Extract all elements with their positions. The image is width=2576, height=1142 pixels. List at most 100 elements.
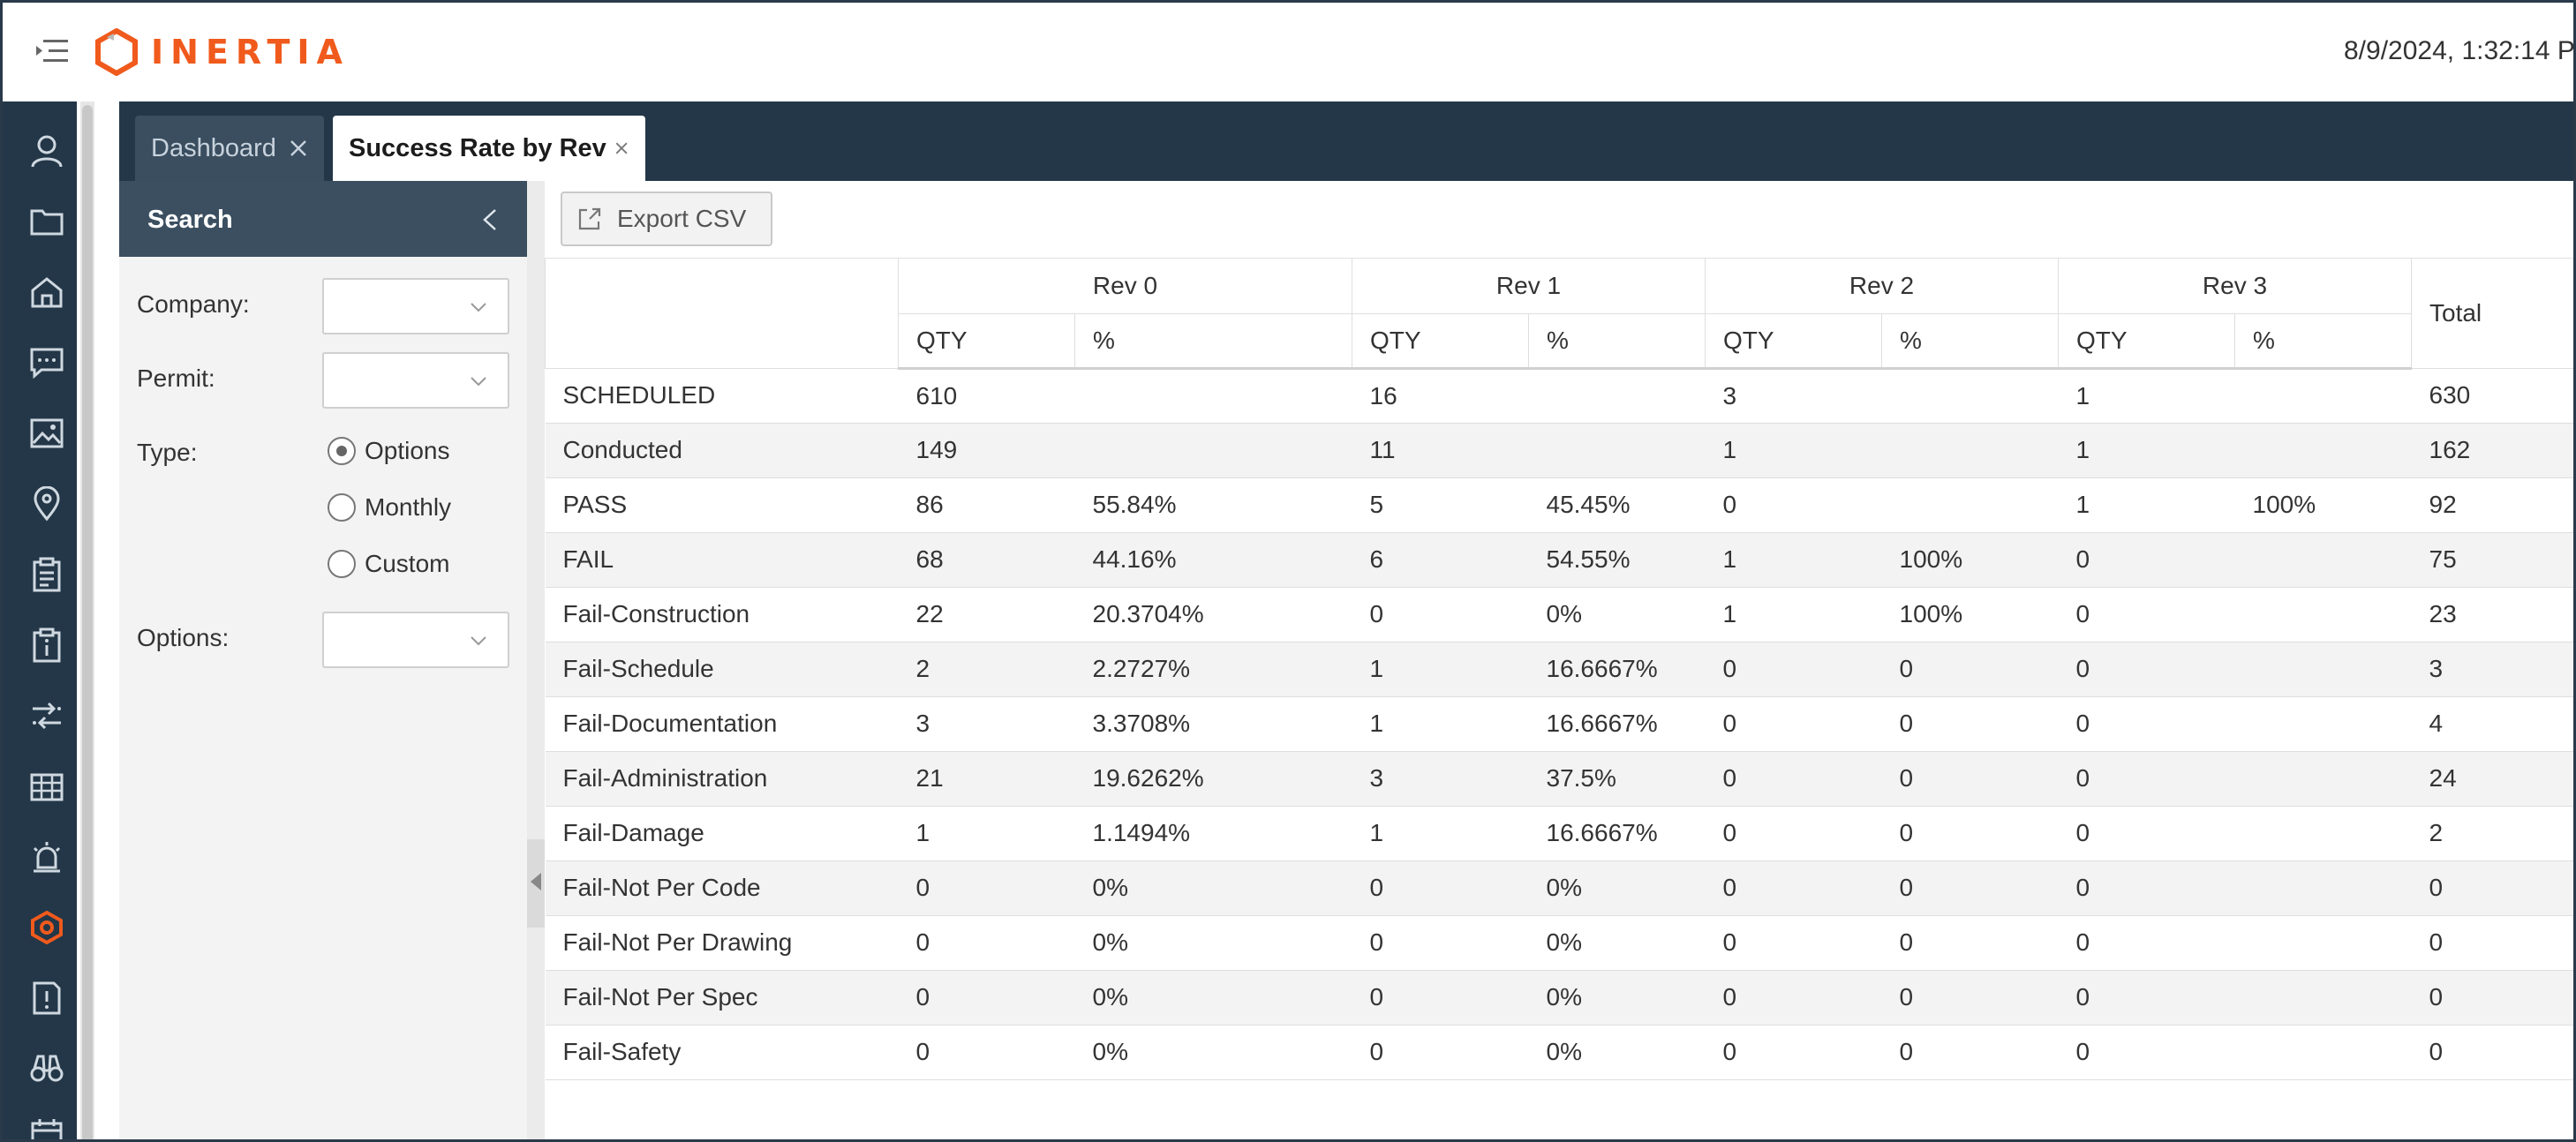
table-grid-icon[interactable] (29, 769, 64, 804)
export-csv-button[interactable]: Export CSV (561, 192, 772, 246)
table-body: SCHEDULED 610 16 3 1 630 Conducted 149 11 1 1 162 PA… (545, 368, 2573, 1080)
qty-cell[interactable]: 0 (1705, 970, 1882, 1026)
percent-cell: 0 (1881, 806, 2059, 861)
percent-cell: 0 (1881, 1025, 2059, 1080)
percent-cell: 55.84% (1074, 477, 1352, 533)
percent-cell: 44.16% (1074, 532, 1352, 588)
chat-icon[interactable] (29, 345, 64, 380)
type-option-monthly[interactable]: Monthly (328, 490, 451, 525)
qty-cell[interactable]: 3 (1705, 368, 1882, 424)
row-label: SCHEDULED (545, 368, 899, 424)
qty-cell[interactable]: 0 (1705, 696, 1882, 752)
qty-cell[interactable]: 0 (1705, 915, 1882, 971)
qty-cell[interactable]: 0 (898, 860, 1075, 916)
qty-cell[interactable]: 22 (898, 587, 1075, 642)
qty-cell[interactable]: 0 (1352, 970, 1529, 1026)
percent-cell (2234, 860, 2412, 916)
rail-scrollbar-thumb[interactable] (82, 105, 93, 1139)
company-select[interactable] (322, 278, 509, 334)
radio-button[interactable] (328, 437, 356, 465)
qty-cell[interactable]: 1 (1352, 642, 1529, 697)
tab-success-rate-by-rev[interactable]: Success Rate by Rev (333, 116, 645, 181)
folder-icon[interactable] (29, 204, 64, 239)
qty-cell[interactable]: 1 (1705, 532, 1882, 588)
options-select[interactable] (322, 612, 509, 668)
qty-cell[interactable]: 11 (1352, 423, 1529, 478)
qty-cell[interactable]: 3 (1352, 751, 1529, 807)
user-icon[interactable] (29, 133, 64, 169)
report-toolbar: Export CSV (545, 181, 2573, 259)
qty-cell[interactable]: 86 (898, 477, 1075, 533)
qty-header: QTY (2058, 313, 2235, 370)
qty-cell[interactable]: 1 (898, 806, 1075, 861)
alarm-icon[interactable] (29, 839, 64, 875)
close-icon[interactable] (289, 139, 308, 158)
qty-cell[interactable]: 0 (1352, 1025, 1529, 1080)
binoculars-icon[interactable] (29, 1051, 64, 1086)
type-label: Type: (137, 439, 198, 466)
qty-cell[interactable]: 0 (1705, 806, 1882, 861)
table-header-row: Rev 0 Rev 1 Rev 2 Rev 3 Total (545, 259, 2573, 369)
total-cell: 92 (2411, 477, 2573, 533)
qty-cell[interactable]: 0 (898, 970, 1075, 1026)
calendar-icon[interactable] (29, 1116, 64, 1142)
qty-cell[interactable]: 1 (1705, 423, 1882, 478)
chevron-down-icon (471, 636, 486, 646)
table-row: Conducted 149 11 1 1 162 (545, 423, 2573, 478)
radio-button[interactable] (328, 550, 356, 578)
qty-cell[interactable]: 5 (1352, 477, 1529, 533)
permit-select[interactable] (322, 352, 509, 409)
qty-cell[interactable]: 6 (1352, 532, 1529, 588)
export-icon (578, 207, 601, 230)
percent-cell: 1.1494% (1074, 806, 1352, 861)
inertia-app-icon[interactable] (29, 910, 64, 945)
qty-cell[interactable]: 1 (1352, 696, 1529, 752)
permit-label: Permit: (137, 364, 215, 392)
tab-dashboard[interactable]: Dashboard (135, 116, 324, 181)
clipboard-list-icon[interactable] (29, 557, 64, 592)
qty-cell[interactable]: 0 (1352, 587, 1529, 642)
image-icon[interactable] (29, 416, 64, 451)
qty-cell[interactable]: 3 (898, 696, 1075, 752)
table-row: Fail-Not Per Code 0 0% 0 0% 0 0 0 0 (545, 860, 2573, 916)
chevron-down-icon (471, 303, 486, 312)
qty-cell[interactable]: 0 (898, 1025, 1075, 1080)
qty-cell: 0 (2058, 915, 2235, 971)
home-icon[interactable] (29, 274, 64, 310)
qty-cell[interactable]: 0 (1352, 860, 1529, 916)
qty-cell[interactable]: 610 (898, 368, 1075, 424)
menu-toggle-icon[interactable] (34, 36, 68, 66)
qty-cell[interactable]: 0 (1705, 477, 1882, 533)
qty-cell[interactable]: 1 (1705, 587, 1882, 642)
qty-cell[interactable]: 21 (898, 751, 1075, 807)
qty-cell[interactable]: 149 (898, 423, 1075, 478)
percent-cell (2234, 696, 2412, 752)
qty-cell[interactable]: 2 (898, 642, 1075, 697)
rail-gap (94, 101, 119, 1139)
close-icon[interactable] (614, 139, 629, 158)
qty-cell[interactable]: 0 (1705, 642, 1882, 697)
qty-cell[interactable]: 16 (1352, 368, 1529, 424)
type-option-custom[interactable]: Custom (328, 546, 449, 582)
clipboard-info-icon[interactable] (29, 627, 64, 663)
qty-cell[interactable]: 0 (1705, 1025, 1882, 1080)
qty-cell[interactable]: 68 (898, 532, 1075, 588)
qty-cell[interactable]: 0 (1705, 751, 1882, 807)
brand-logo[interactable]: INERTIA (94, 26, 350, 79)
panel-splitter[interactable] (527, 181, 545, 1139)
transfer-icon[interactable] (29, 698, 64, 733)
collapse-arrow-icon[interactable] (531, 873, 541, 890)
qty-cell[interactable]: 0 (1352, 915, 1529, 971)
chevron-left-icon[interactable] (479, 207, 501, 232)
table-row: FAIL 68 44.16% 6 54.55% 1 100% 0 75 (545, 532, 2573, 588)
qty-cell[interactable]: 1 (1352, 806, 1529, 861)
row-label: Fail-Construction (545, 587, 899, 642)
type-option-options[interactable]: Options (328, 433, 450, 469)
total-cell: 0 (2411, 915, 2573, 971)
qty-cell[interactable]: 0 (1705, 860, 1882, 916)
location-pin-icon[interactable] (29, 486, 64, 522)
qty-cell[interactable]: 0 (898, 915, 1075, 971)
radio-button[interactable] (328, 493, 356, 522)
report-alert-icon[interactable] (29, 980, 64, 1016)
